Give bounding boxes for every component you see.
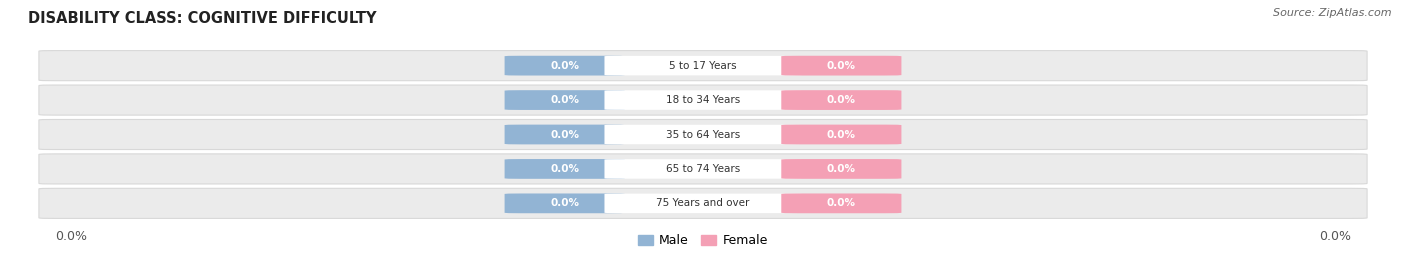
Text: 0.0%: 0.0%	[827, 164, 856, 174]
FancyBboxPatch shape	[782, 159, 901, 179]
Text: 0.0%: 0.0%	[827, 129, 856, 140]
Text: 0.0%: 0.0%	[550, 164, 579, 174]
FancyBboxPatch shape	[505, 90, 624, 110]
FancyBboxPatch shape	[605, 90, 801, 110]
Text: 0.0%: 0.0%	[550, 61, 579, 71]
FancyBboxPatch shape	[782, 193, 901, 213]
Text: 0.0%: 0.0%	[827, 61, 856, 71]
FancyBboxPatch shape	[605, 125, 801, 144]
FancyBboxPatch shape	[782, 90, 901, 110]
FancyBboxPatch shape	[39, 85, 1367, 115]
FancyBboxPatch shape	[39, 188, 1367, 218]
Text: 0.0%: 0.0%	[550, 95, 579, 105]
Text: 0.0%: 0.0%	[550, 198, 579, 208]
Text: 5 to 17 Years: 5 to 17 Years	[669, 61, 737, 71]
FancyBboxPatch shape	[605, 56, 801, 75]
FancyBboxPatch shape	[605, 159, 801, 179]
Text: 0.0%: 0.0%	[827, 198, 856, 208]
FancyBboxPatch shape	[505, 125, 624, 144]
FancyBboxPatch shape	[39, 51, 1367, 81]
FancyBboxPatch shape	[782, 125, 901, 144]
FancyBboxPatch shape	[39, 154, 1367, 184]
Text: 0.0%: 0.0%	[1319, 230, 1351, 243]
Legend: Male, Female: Male, Female	[633, 229, 773, 252]
Text: 0.0%: 0.0%	[550, 129, 579, 140]
FancyBboxPatch shape	[505, 159, 624, 179]
Text: 0.0%: 0.0%	[55, 230, 87, 243]
FancyBboxPatch shape	[782, 56, 901, 76]
FancyBboxPatch shape	[505, 193, 624, 213]
Text: 35 to 64 Years: 35 to 64 Years	[666, 129, 740, 140]
Text: DISABILITY CLASS: COGNITIVE DIFFICULTY: DISABILITY CLASS: COGNITIVE DIFFICULTY	[28, 11, 377, 26]
Text: 75 Years and over: 75 Years and over	[657, 198, 749, 208]
Text: 18 to 34 Years: 18 to 34 Years	[666, 95, 740, 105]
FancyBboxPatch shape	[605, 194, 801, 213]
Text: 0.0%: 0.0%	[827, 95, 856, 105]
Text: Source: ZipAtlas.com: Source: ZipAtlas.com	[1274, 8, 1392, 18]
FancyBboxPatch shape	[505, 56, 624, 76]
Text: 65 to 74 Years: 65 to 74 Years	[666, 164, 740, 174]
FancyBboxPatch shape	[39, 119, 1367, 150]
